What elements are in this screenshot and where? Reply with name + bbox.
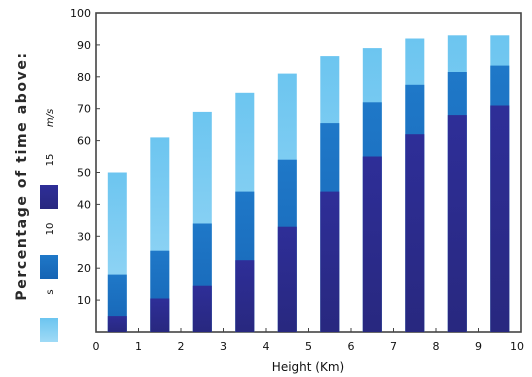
x-tick-label: 1	[135, 340, 142, 353]
bar-15-8.5	[447, 115, 467, 332]
y-tick-label: 100	[70, 7, 91, 20]
y-tick-label: 90	[77, 39, 91, 52]
y-tick-label: 40	[77, 198, 91, 211]
y-axis-ticks: 10 20 30 40 50 60 70 80 90 100	[70, 7, 100, 307]
y-tick-label: 80	[77, 71, 91, 84]
x-tick-label: 7	[390, 340, 397, 353]
bar-15-1.5	[150, 298, 170, 332]
x-tick-label: 10	[510, 340, 524, 353]
legend-unit: m/s	[45, 109, 56, 127]
bar-15-6.5	[362, 156, 382, 332]
x-axis-label: Height (Km)	[272, 360, 344, 374]
legend-swatch-10	[40, 255, 58, 279]
legend-swatch-15	[40, 185, 58, 209]
x-tick-label: 2	[178, 340, 185, 353]
legend-label-15: 15	[45, 154, 56, 167]
y-tick-label: 70	[77, 103, 91, 116]
x-tick-label: 6	[348, 340, 355, 353]
bar-15-5.5	[320, 191, 340, 332]
bar-15-4.5	[277, 226, 297, 332]
legend: s 10 15 m/s	[40, 109, 58, 342]
y-tick-label: 10	[77, 294, 91, 307]
bar-15-7.5	[405, 134, 425, 332]
y-tick-label: 60	[77, 135, 91, 148]
bar-15-9.5	[490, 105, 510, 332]
legend-label-s: s	[45, 289, 56, 294]
x-tick-label: 5	[305, 340, 312, 353]
x-tick-label: 0	[93, 340, 100, 353]
y-tick-label: 20	[77, 262, 91, 275]
x-axis-ticks: 0 1 2 3 4 5 6 7 8 9 10	[93, 328, 524, 353]
x-tick-label: 9	[475, 340, 482, 353]
bar-15-2.5	[192, 285, 212, 332]
y-axis-label: Percentage of time above:	[14, 51, 30, 300]
x-tick-label: 4	[263, 340, 270, 353]
x-tick-label: 3	[220, 340, 227, 353]
y-tick-label: 50	[77, 167, 91, 180]
legend-label-10: 10	[45, 223, 56, 236]
y-tick-label: 30	[77, 230, 91, 243]
bars	[107, 35, 510, 333]
legend-swatch-s	[40, 318, 58, 342]
x-tick-label: 8	[433, 340, 440, 353]
bar-15-0.5	[107, 316, 127, 332]
bar-15-3.5	[235, 260, 255, 332]
